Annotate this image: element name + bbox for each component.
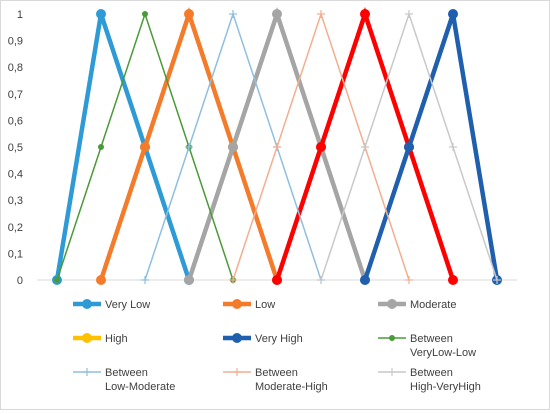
data-point bbox=[142, 11, 148, 17]
y-axis-tick-labels: 0 0,1 0,2 0,3 0,4 0,5 0,6 0,7 0,8 0,9 1 bbox=[8, 9, 23, 287]
legend-label: Between bbox=[105, 367, 148, 379]
data-point bbox=[360, 9, 370, 19]
series-very-high bbox=[360, 9, 502, 285]
legend-label: Between bbox=[255, 367, 298, 379]
data-point bbox=[360, 275, 370, 285]
data-point bbox=[228, 142, 238, 152]
data-point bbox=[184, 275, 194, 285]
data-point bbox=[449, 143, 457, 151]
legend-label: Low bbox=[255, 299, 275, 311]
data-point bbox=[448, 275, 458, 285]
data-point bbox=[317, 10, 325, 18]
y-tick-label: 0,5 bbox=[8, 142, 23, 154]
data-point bbox=[141, 276, 149, 284]
data-point bbox=[229, 276, 237, 284]
series-between-high-veryhigh bbox=[317, 10, 501, 284]
series-layer bbox=[52, 6, 502, 285]
data-point bbox=[54, 277, 60, 283]
y-tick-label: 0,9 bbox=[8, 36, 23, 48]
data-point bbox=[493, 276, 501, 284]
data-point bbox=[316, 142, 326, 152]
data-point bbox=[405, 10, 413, 18]
legend-item-between-verylow-low: Between VeryLow-Low bbox=[378, 333, 476, 359]
data-point bbox=[98, 144, 104, 150]
legend-label: Between bbox=[410, 333, 453, 345]
legend-label: High bbox=[105, 333, 128, 345]
series-very-low bbox=[52, 9, 194, 285]
data-point bbox=[272, 9, 282, 19]
data-point bbox=[185, 143, 193, 151]
data-point bbox=[229, 10, 237, 18]
legend-item-moderate: Moderate bbox=[378, 299, 456, 311]
legend-label: High-VeryHigh bbox=[410, 381, 481, 393]
series-line-very-low bbox=[54, 13, 192, 281]
legend-item-very-high: Very High bbox=[223, 333, 303, 345]
y-tick-label: 0,2 bbox=[8, 222, 23, 234]
data-point bbox=[448, 9, 458, 19]
legend-marker bbox=[82, 333, 92, 343]
legend-label: VeryLow-Low bbox=[410, 347, 476, 359]
legend-marker bbox=[232, 333, 242, 343]
legend-item-low: Low bbox=[223, 299, 275, 311]
data-point bbox=[272, 275, 282, 285]
legend-item-very-low: Very Low bbox=[73, 299, 150, 311]
y-tick-label: 1 bbox=[17, 9, 23, 21]
data-point bbox=[96, 275, 106, 285]
y-tick-label: 0,8 bbox=[8, 62, 23, 74]
legend-item-high: High bbox=[73, 333, 128, 345]
series-between-verylow-low bbox=[54, 11, 236, 283]
data-point bbox=[405, 276, 413, 284]
legend: Very Low Low Moderate High Very High Between V… bbox=[73, 299, 481, 393]
data-point bbox=[404, 142, 414, 152]
legend-marker bbox=[387, 299, 397, 309]
y-tick-label: 0,4 bbox=[8, 169, 23, 181]
data-point bbox=[317, 276, 325, 284]
data-point bbox=[96, 9, 106, 19]
legend-label: Moderate-High bbox=[255, 381, 328, 393]
y-tick-label: 0,3 bbox=[8, 195, 23, 207]
legend-label: Low-Moderate bbox=[105, 381, 175, 393]
data-point bbox=[273, 143, 281, 151]
legend-label: Very High bbox=[255, 333, 303, 345]
legend-marker bbox=[82, 299, 92, 309]
data-point bbox=[184, 9, 194, 19]
y-tick-label: 0,6 bbox=[8, 115, 23, 127]
legend-marker bbox=[389, 335, 395, 341]
data-point bbox=[140, 142, 150, 152]
legend-label: Moderate bbox=[410, 299, 456, 311]
legend-item-between-moderate-high: Between Moderate-High bbox=[223, 367, 328, 393]
legend-item-between-high-veryhigh: Between High-VeryHigh bbox=[378, 367, 481, 393]
y-tick-label: 0,1 bbox=[8, 248, 23, 260]
legend-marker bbox=[233, 368, 241, 376]
series-high bbox=[272, 6, 458, 285]
legend-marker bbox=[232, 299, 242, 309]
legend-label: Between bbox=[410, 367, 453, 379]
legend-item-between-low-moderate: Between Low-Moderate bbox=[73, 367, 175, 393]
data-point bbox=[361, 143, 369, 151]
legend-marker bbox=[388, 368, 396, 376]
y-tick-label: 0,7 bbox=[8, 89, 23, 101]
legend-marker bbox=[83, 368, 91, 376]
series-line-very-high bbox=[362, 13, 500, 281]
y-tick-label: 0 bbox=[17, 275, 23, 287]
legend-label: Very Low bbox=[105, 299, 150, 311]
